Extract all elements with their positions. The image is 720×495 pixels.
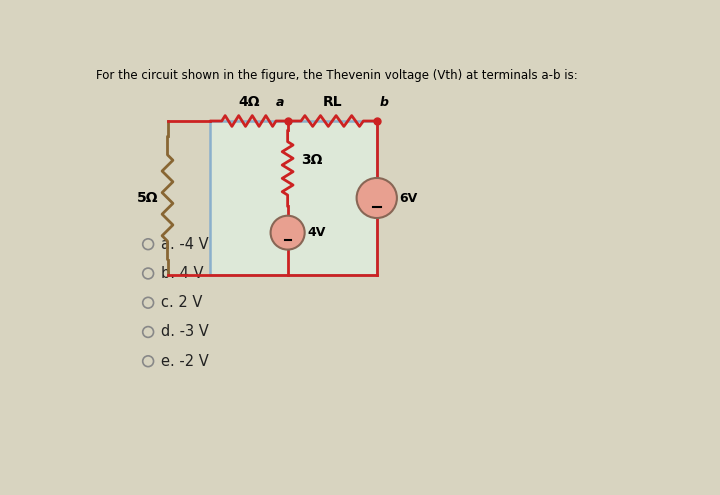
Text: 4V: 4V bbox=[307, 226, 325, 239]
Circle shape bbox=[271, 216, 305, 249]
Text: 6V: 6V bbox=[399, 192, 418, 204]
Text: +: + bbox=[372, 182, 382, 195]
Text: 3Ω: 3Ω bbox=[302, 153, 323, 167]
Circle shape bbox=[356, 178, 397, 218]
Text: 4Ω: 4Ω bbox=[238, 95, 260, 109]
Text: RL: RL bbox=[323, 95, 342, 109]
Text: b. 4 V: b. 4 V bbox=[161, 266, 204, 281]
Text: For the circuit shown in the figure, the Thevenin voltage (Vth) at terminals a-b: For the circuit shown in the figure, the… bbox=[96, 69, 578, 82]
Text: a. -4 V: a. -4 V bbox=[161, 237, 209, 251]
Text: e. -2 V: e. -2 V bbox=[161, 354, 209, 369]
Text: d. -3 V: d. -3 V bbox=[161, 325, 209, 340]
FancyBboxPatch shape bbox=[210, 121, 377, 275]
Text: 5Ω: 5Ω bbox=[138, 191, 159, 205]
Text: c. 2 V: c. 2 V bbox=[161, 295, 202, 310]
Text: b: b bbox=[380, 96, 389, 109]
Text: a: a bbox=[276, 96, 284, 109]
Text: +: + bbox=[282, 218, 293, 232]
